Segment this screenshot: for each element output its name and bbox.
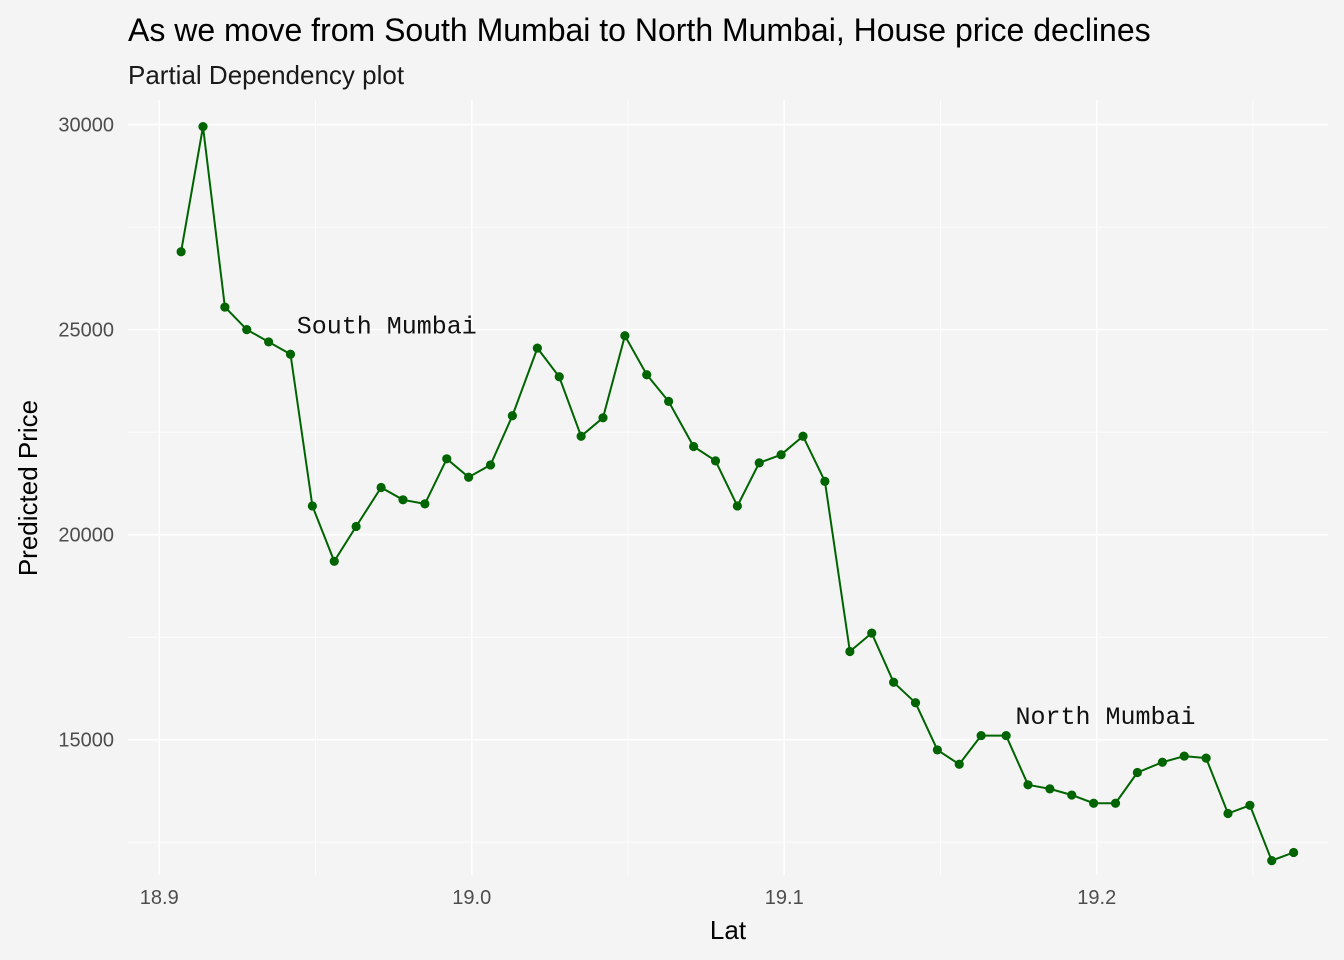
data-point [420,499,430,509]
data-point [576,431,586,441]
data-point [176,247,186,257]
data-point [464,472,474,482]
data-point [889,677,899,687]
data-point [932,745,942,755]
data-point [442,454,452,464]
data-point [307,501,317,511]
x-tick-label: 19.1 [765,887,804,909]
data-point [485,460,496,470]
data-point [732,501,742,511]
x-tick-label: 19.0 [452,887,491,909]
data-point [1110,798,1121,808]
data-point [820,476,830,486]
data-point [1245,800,1255,810]
data-point [264,337,274,347]
data-point [1001,730,1011,741]
data-point [754,458,764,468]
y-axis-title: Predicted Price [13,400,43,576]
chart-subtitle: Partial Dependency plot [128,60,405,90]
data-point [845,646,855,657]
annotations: South Mumbai North Mumbai [297,313,1196,732]
data-point [1045,784,1055,794]
data-point [1201,753,1211,763]
data-point [1267,856,1277,866]
data-point [220,302,230,312]
y-tick-label: 15000 [58,730,114,752]
data-point [642,370,652,380]
data-point [620,331,630,341]
x-axis-title: Lat [710,915,747,945]
data-point [910,698,921,708]
data-point [976,730,986,741]
data-point [1132,767,1142,778]
data-point [1067,790,1077,800]
data-point [351,521,361,532]
data-point [867,628,877,638]
data-point [1023,780,1033,790]
data-point [1089,798,1099,808]
x-tick-label: 18.9 [140,887,179,909]
data-point [954,759,964,769]
data-point [689,441,699,452]
data-point [598,413,608,423]
y-tick-label: 25000 [58,320,114,342]
data-point [198,122,208,132]
data-point [507,411,517,421]
series-layer [176,122,1299,866]
y-axis-ticks: 15000 20000 25000 30000 [58,115,114,752]
data-point [776,450,786,460]
data-point [1289,847,1299,858]
x-axis-ticks: 18.9 19.0 19.1 19.2 [140,887,1116,909]
data-point [1157,757,1167,767]
y-tick-label: 30000 [58,115,114,137]
data-point [398,495,408,505]
data-point [242,325,252,335]
data-point [710,456,721,466]
data-point [1179,751,1189,761]
data-point [329,556,339,566]
annotation-label: North Mumbai [1016,703,1196,732]
y-tick-label: 20000 [58,525,114,547]
data-point [1223,808,1233,819]
annotation-label: South Mumbai [297,313,477,342]
gridlines [128,100,1328,875]
x-tick-label: 19.2 [1077,887,1116,909]
data-point [554,372,564,382]
data-point [664,396,674,406]
data-point [532,343,542,353]
data-point [798,431,808,441]
series-line [180,126,1294,862]
data-point [285,349,296,359]
data-point [376,482,386,493]
chart-title: As we move from South Mumbai to North Mu… [128,12,1151,48]
